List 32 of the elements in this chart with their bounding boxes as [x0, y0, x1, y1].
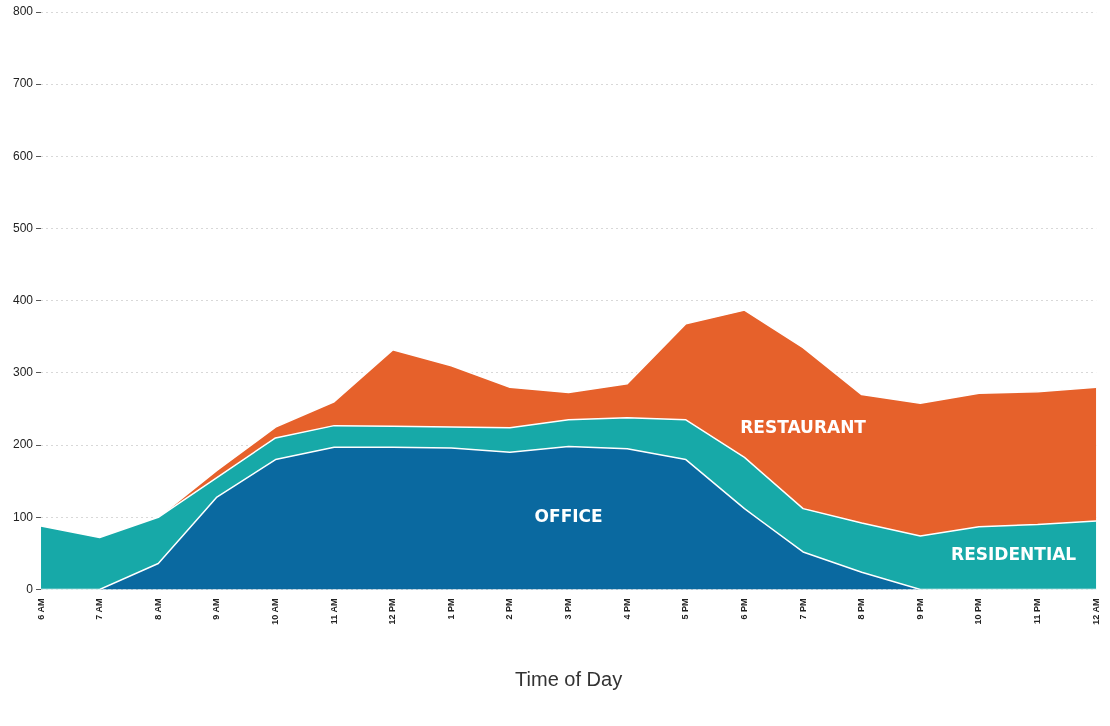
x-tick-label: 7 AM: [94, 598, 105, 620]
x-tick-label: 12 AM: [1090, 598, 1101, 625]
x-tick-label: 6 PM: [738, 598, 749, 620]
x-tick-label: 1 PM: [445, 598, 456, 620]
y-tick-label: 800: [12, 4, 34, 19]
x-tick-label: 4 PM: [621, 598, 632, 620]
x-tick-label: 11 AM: [328, 598, 339, 625]
x-tick-label: 3 PM: [563, 598, 574, 620]
x-tick-label: 6 AM: [35, 598, 46, 620]
x-tick-label: 8 PM: [856, 598, 867, 620]
series-label: RESTAURANT: [740, 416, 867, 437]
x-tick-label: 9 PM: [914, 598, 925, 620]
x-tick-label: 2 PM: [504, 598, 515, 620]
y-tick-label: 600: [12, 148, 34, 163]
y-tick-label: 700: [12, 76, 34, 91]
x-tick-label: 10 AM: [269, 598, 280, 625]
x-tick-label: 5 PM: [680, 598, 691, 620]
y-tick-label: 100: [12, 509, 34, 524]
x-tick-label: 8 AM: [152, 598, 163, 620]
x-tick-label: 12 PM: [387, 598, 398, 625]
x-tick-label: 10 PM: [973, 598, 984, 625]
x-tick-label: 11 PM: [1032, 598, 1043, 625]
y-tick-label: 0: [26, 581, 34, 596]
series-label: OFFICE: [534, 506, 603, 527]
x-tick-label: 7 PM: [797, 598, 808, 620]
x-tick-label: 9 AM: [211, 598, 222, 620]
series-label: RESIDENTIAL: [951, 543, 1077, 564]
y-tick-label: 500: [12, 220, 34, 235]
y-tick-label: 300: [12, 365, 34, 380]
y-tick-label: 200: [12, 437, 34, 452]
x-axis-title: Time of Day: [515, 667, 623, 690]
y-tick-label: 400: [12, 293, 34, 308]
